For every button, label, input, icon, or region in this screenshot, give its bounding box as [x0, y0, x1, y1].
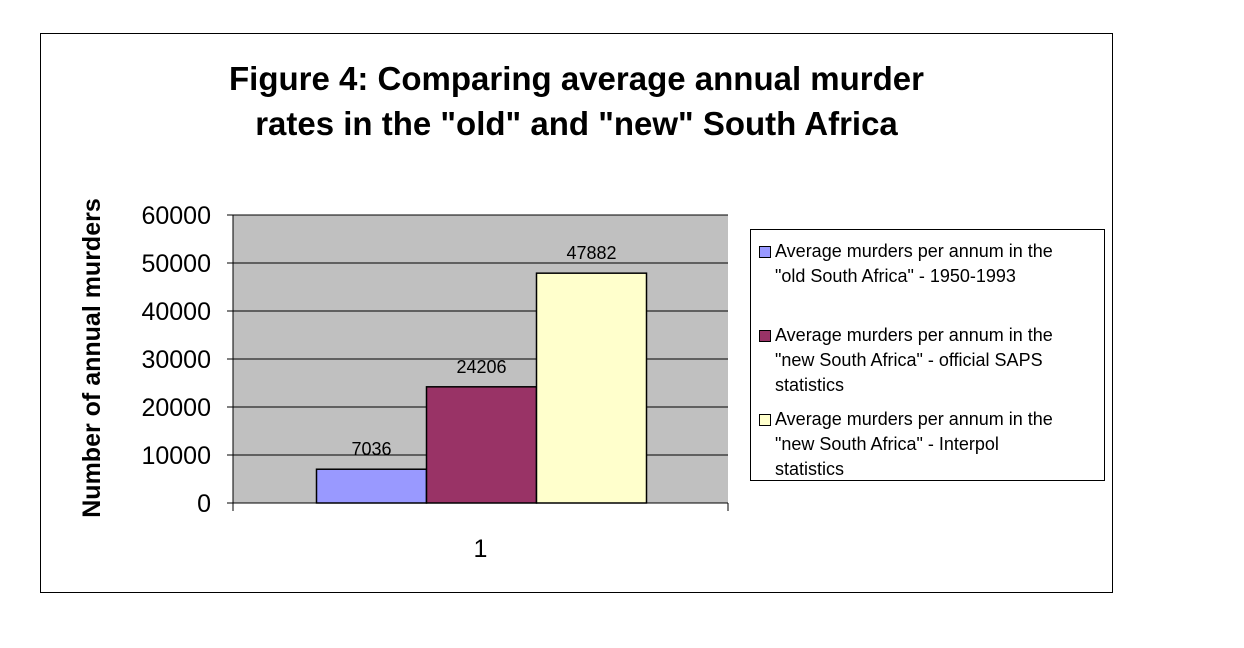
legend-item-new-sa-saps: Average murders per annum in the "new So…: [759, 323, 1099, 398]
y-tick-label: 20000: [141, 394, 211, 422]
x-category-label: 1: [474, 535, 488, 563]
y-tick-label: 60000: [141, 202, 211, 230]
bar: [535, 272, 648, 504]
y-tick-label: 40000: [141, 298, 211, 326]
chart-title-line-2: rates in the "old" and "new" South Afric…: [255, 105, 898, 142]
bar-data-label: 47882: [566, 243, 616, 263]
y-tick-label: 50000: [141, 250, 211, 278]
legend-swatch-new-sa-saps: [759, 330, 771, 342]
bar-data-label: 7036: [351, 439, 391, 459]
legend-item-new-sa-interpol: Average murders per annum in the "new So…: [759, 407, 1099, 482]
chart-title: Figure 4: Comparing average annual murde…: [40, 56, 1113, 146]
bar: [315, 468, 428, 504]
y-tick-label: 30000: [141, 346, 211, 374]
bar: [425, 386, 538, 504]
legend-item-old-sa: Average murders per annum in the "old So…: [759, 239, 1099, 289]
legend-label-old-sa: Average murders per annum in the "old So…: [775, 241, 1053, 286]
legend: Average murders per annum in the "old So…: [750, 229, 1105, 481]
legend-swatch-old-sa: [759, 246, 771, 258]
bar-data-label: 24206: [456, 357, 506, 377]
legend-label-new-sa-interpol: Average murders per annum in the "new So…: [775, 409, 1053, 479]
legend-swatch-new-sa-interpol: [759, 414, 771, 426]
y-axis-label: Number of annual murders: [78, 198, 106, 518]
y-tick-label: 10000: [141, 442, 211, 470]
chart-title-line-1: Figure 4: Comparing average annual murde…: [229, 60, 924, 97]
y-tick-label: 0: [197, 490, 211, 518]
legend-label-new-sa-saps: Average murders per annum in the "new So…: [775, 325, 1053, 395]
